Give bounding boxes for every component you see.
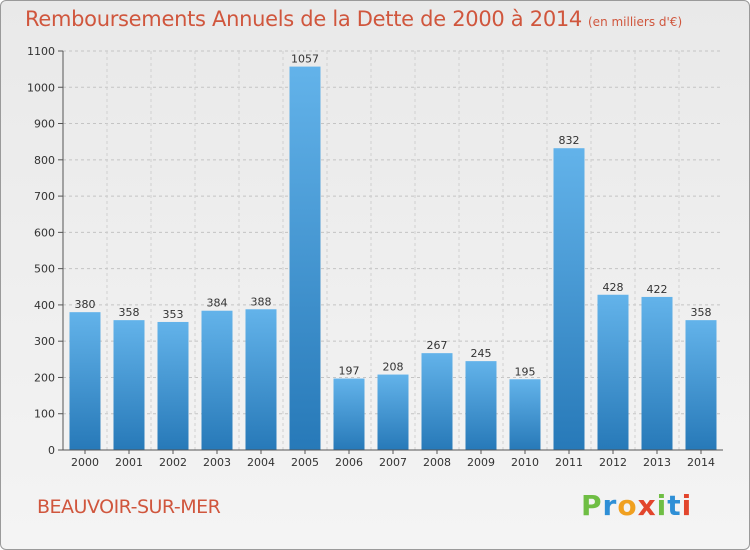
y-tick-label: 600 bbox=[34, 226, 55, 239]
bars: 380 358 353 384 388 1057 197 208 267 245 195 832 428… bbox=[69, 53, 717, 450]
y-tick-label: 0 bbox=[48, 444, 55, 457]
y-tick-label: 1100 bbox=[27, 45, 55, 58]
bar-value-label: 832 bbox=[559, 134, 580, 147]
bar-value-label: 353 bbox=[163, 308, 184, 321]
y-tick-label: 1000 bbox=[27, 81, 55, 94]
x-tick-label: 2002 bbox=[159, 456, 187, 469]
unit-note: (en milliers d'€) bbox=[588, 15, 683, 29]
x-tick-label: 2007 bbox=[379, 456, 407, 469]
bar-value-label: 388 bbox=[251, 295, 272, 308]
chart-title: Remboursements Annuels de la Dette de 20… bbox=[25, 7, 682, 31]
bar bbox=[685, 320, 717, 450]
y-tick-label: 300 bbox=[34, 335, 55, 348]
logo-letter: P bbox=[581, 489, 603, 522]
bar bbox=[509, 379, 541, 450]
y-tick-label: 400 bbox=[34, 299, 55, 312]
y-tick-label: 700 bbox=[34, 190, 55, 203]
x-tick-label: 2004 bbox=[247, 456, 275, 469]
logo-letter: i bbox=[681, 489, 693, 522]
bar bbox=[201, 310, 233, 450]
bar bbox=[465, 361, 497, 450]
y-tick-label: 800 bbox=[34, 154, 55, 167]
bar-value-label: 380 bbox=[75, 298, 96, 311]
bar-value-label: 422 bbox=[647, 283, 668, 296]
y-tick-label: 900 bbox=[34, 118, 55, 131]
x-tick-label: 2000 bbox=[71, 456, 99, 469]
bar-value-label: 208 bbox=[383, 361, 404, 374]
x-tick-label: 2011 bbox=[555, 456, 583, 469]
bar-value-label: 358 bbox=[691, 306, 712, 319]
logo-letter: r bbox=[602, 489, 618, 522]
x-tick-label: 2005 bbox=[291, 456, 319, 469]
x-tick-label: 2009 bbox=[467, 456, 495, 469]
bar-value-label: 358 bbox=[119, 306, 140, 319]
bar-value-label: 428 bbox=[603, 281, 624, 294]
logo-letter: o bbox=[617, 489, 638, 522]
y-tick-label: 500 bbox=[34, 263, 55, 276]
x-tick-label: 2008 bbox=[423, 456, 451, 469]
logo-letter: x bbox=[637, 489, 657, 522]
bar-value-label: 197 bbox=[339, 365, 360, 378]
city-name: BEAUVOIR-SUR-MER bbox=[37, 496, 221, 518]
x-axis: 2000 2001 2002 2003 2004 2005 2006 2007 2008 2009… bbox=[63, 449, 723, 469]
bar-value-label: 1057 bbox=[291, 53, 319, 66]
bar bbox=[333, 378, 365, 450]
proxiti-logo: Proxiti bbox=[581, 489, 692, 522]
bar bbox=[289, 66, 321, 450]
x-tick-label: 2012 bbox=[599, 456, 627, 469]
y-axis: 0 100 200 300 400 500 600 700 800 900 1000 1100 bbox=[27, 45, 64, 457]
bar-value-label: 195 bbox=[515, 365, 536, 378]
bar bbox=[69, 312, 101, 450]
x-tick-label: 2014 bbox=[687, 456, 715, 469]
bar-value-label: 245 bbox=[471, 347, 492, 360]
bar bbox=[245, 309, 277, 450]
bar bbox=[113, 320, 145, 450]
x-tick-label: 2006 bbox=[335, 456, 363, 469]
x-tick-label: 2013 bbox=[643, 456, 671, 469]
bar bbox=[421, 353, 453, 450]
bar bbox=[157, 321, 189, 450]
x-tick-label: 2010 bbox=[511, 456, 539, 469]
x-tick-label: 2003 bbox=[203, 456, 231, 469]
bar-value-label: 267 bbox=[427, 339, 448, 352]
bar bbox=[377, 374, 409, 450]
y-tick-label: 200 bbox=[34, 371, 55, 384]
y-tick-label: 100 bbox=[34, 408, 55, 421]
bar bbox=[641, 296, 673, 450]
x-tick-label: 2001 bbox=[115, 456, 143, 469]
bar bbox=[597, 294, 629, 450]
logo-letter: i bbox=[656, 489, 668, 522]
title-text: Remboursements Annuels de la Dette de 20… bbox=[25, 7, 582, 31]
bar-value-label: 384 bbox=[207, 297, 228, 310]
bar bbox=[553, 148, 585, 450]
logo-letter: t bbox=[667, 489, 682, 522]
